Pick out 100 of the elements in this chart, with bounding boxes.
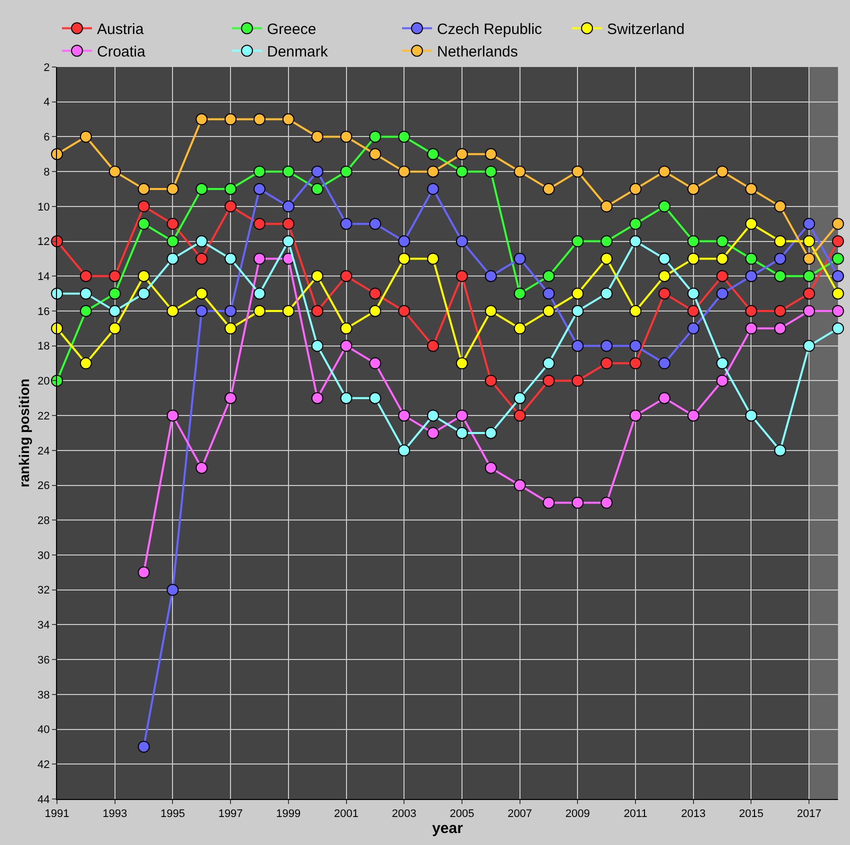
point (456, 235, 468, 248)
point (832, 270, 844, 282)
point (514, 410, 526, 422)
point (630, 410, 642, 422)
point (166, 183, 179, 195)
point (803, 252, 816, 265)
point (630, 235, 642, 248)
point (427, 166, 440, 178)
y-tick-label: 30 (38, 550, 50, 562)
point (51, 235, 63, 248)
point (630, 340, 642, 352)
point (51, 148, 63, 160)
y-tick-label: 24 (38, 445, 50, 458)
point (484, 427, 497, 439)
y-axis-title: ranking position (16, 378, 32, 488)
point (542, 496, 555, 509)
point (658, 357, 670, 370)
point (542, 357, 555, 370)
y-tick-label: 28 (38, 514, 50, 527)
point (311, 183, 324, 195)
point (398, 444, 410, 456)
point (369, 357, 382, 370)
y-tick-label: 42 (38, 758, 50, 771)
point (138, 566, 150, 578)
point (832, 252, 844, 265)
point (774, 305, 786, 317)
point (311, 270, 324, 282)
y-tick-label: 18 (38, 340, 50, 353)
point (514, 322, 526, 334)
point (340, 322, 352, 334)
point (542, 374, 555, 387)
point (832, 235, 844, 248)
x-tick-label: 2001 (334, 808, 358, 820)
point (196, 235, 208, 248)
legend-label: Netherlands (437, 44, 518, 61)
point (803, 270, 816, 282)
point (456, 357, 468, 370)
point (196, 462, 208, 474)
point (224, 392, 237, 404)
point (832, 305, 844, 317)
point (369, 130, 382, 143)
point (51, 374, 63, 387)
point (484, 462, 497, 474)
point (832, 288, 844, 300)
point (224, 305, 237, 317)
point (745, 218, 758, 230)
x-axis-title: year (432, 820, 464, 838)
point (542, 270, 555, 282)
point (456, 166, 468, 178)
point (716, 270, 728, 282)
point (745, 270, 758, 282)
x-tick-label: 2013 (681, 808, 706, 820)
point (369, 305, 382, 317)
point (456, 427, 468, 439)
point (138, 218, 150, 230)
point (224, 200, 237, 212)
point (311, 340, 324, 352)
point (369, 148, 382, 160)
point (398, 130, 410, 143)
point (572, 235, 584, 248)
y-tick-label: 14 (38, 270, 50, 283)
point (542, 288, 555, 300)
point (687, 322, 700, 334)
point (658, 288, 670, 300)
point (484, 148, 497, 160)
point (745, 183, 758, 195)
y-tick-label: 38 (38, 689, 50, 702)
legend-label: Denmark (267, 44, 328, 61)
point (687, 183, 700, 195)
point (224, 252, 237, 265)
point (803, 235, 816, 248)
x-tick-label: 2011 (624, 808, 648, 820)
point (600, 288, 613, 300)
x-tick-label: 2007 (508, 808, 532, 820)
point (484, 166, 497, 178)
point (311, 130, 324, 143)
point (138, 200, 150, 212)
point (427, 340, 440, 352)
point (253, 288, 266, 300)
point (484, 270, 497, 282)
point (803, 340, 816, 352)
y-tick-label: 2 (44, 62, 50, 74)
point (51, 288, 63, 300)
point (80, 288, 92, 300)
point (427, 410, 440, 422)
point (600, 235, 613, 248)
point (369, 288, 382, 300)
point (803, 305, 816, 317)
point (832, 218, 844, 230)
point (658, 200, 670, 212)
point (253, 113, 266, 126)
point (80, 130, 92, 143)
y-tick-label: 26 (38, 480, 50, 492)
x-tick-label: 2003 (392, 808, 416, 820)
x-tick-label: 2015 (738, 808, 764, 820)
point (542, 305, 555, 317)
point (340, 166, 352, 178)
point (253, 166, 266, 178)
x-tick-label: 1991 (44, 808, 70, 820)
point (514, 392, 526, 404)
